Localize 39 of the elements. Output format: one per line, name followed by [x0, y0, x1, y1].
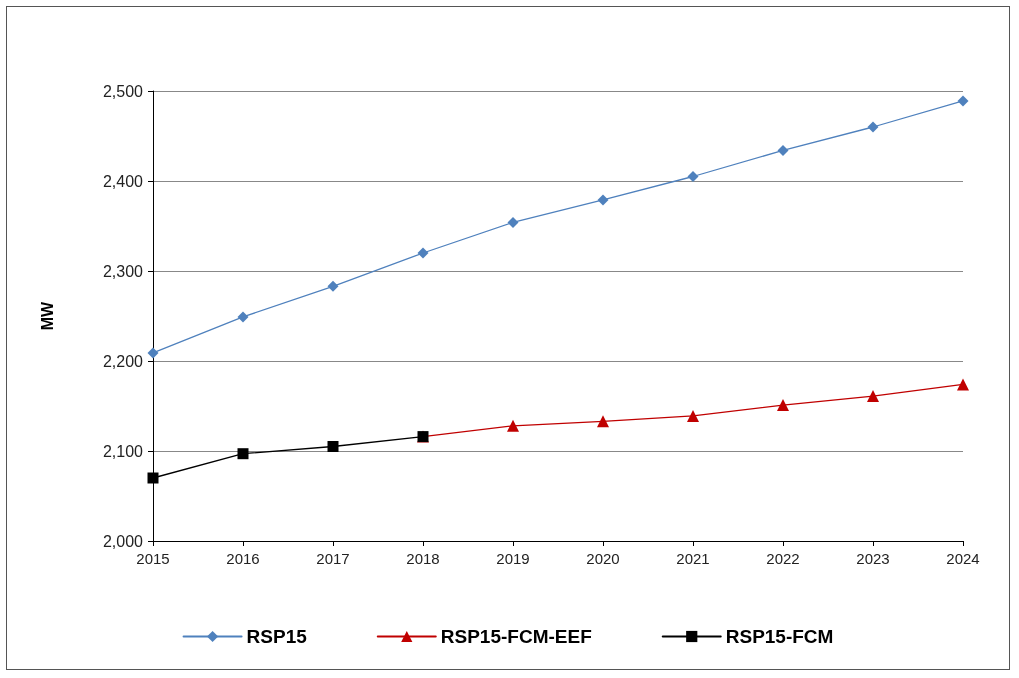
point	[147, 472, 159, 484]
y-tick-label: 2,200	[102, 352, 144, 370]
legend-label: RSP15-FCM-EEF	[440, 626, 592, 647]
x-tick-label: 2022	[766, 550, 800, 567]
point	[777, 144, 789, 156]
point	[507, 419, 519, 432]
point	[687, 409, 699, 422]
point	[597, 194, 609, 206]
point	[327, 441, 339, 452]
x-tick-label: 2019	[496, 550, 530, 567]
point	[417, 247, 429, 259]
x-tick-label: 2016	[226, 550, 260, 567]
point	[687, 171, 699, 182]
point	[327, 280, 339, 292]
y-tick-label: 2,000	[102, 532, 144, 550]
point	[777, 399, 789, 412]
point	[147, 347, 159, 359]
y-tick-label: 2,100	[102, 442, 144, 460]
point	[507, 216, 519, 228]
x-tick-label: 2024	[946, 550, 980, 567]
point	[237, 448, 249, 460]
x-tick-label: 2020	[586, 550, 620, 567]
legend-label: RSP15-FCM	[725, 626, 834, 647]
point	[957, 378, 969, 391]
legend-label: RSP15	[246, 626, 308, 647]
point	[867, 390, 879, 403]
point	[867, 121, 879, 133]
y-tick-label: 2,400	[102, 172, 144, 190]
x-tick-label: 2023	[856, 550, 890, 567]
x-tick-label: 2021	[676, 550, 710, 567]
point	[957, 95, 969, 107]
x-tick-label: 2017	[316, 550, 350, 567]
point	[237, 311, 249, 323]
x-tick-label: 2015	[136, 550, 170, 567]
y-axis-title: MW	[38, 300, 56, 331]
x-tick-label: 2018	[406, 550, 440, 567]
point	[597, 415, 609, 428]
y-tick-label: 2,500	[102, 82, 144, 100]
y-tick-label: 2,300	[102, 262, 144, 280]
